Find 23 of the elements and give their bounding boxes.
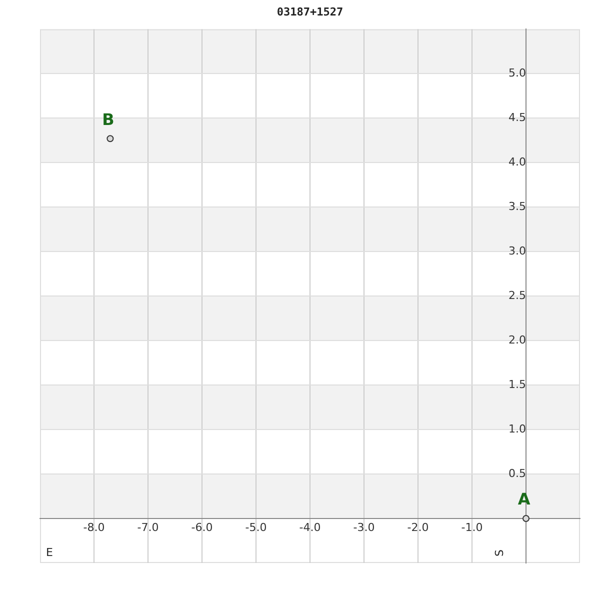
annotation: B	[102, 110, 114, 129]
y-tick-label: 0.5	[508, 466, 526, 480]
x-tick-label: -5.0	[245, 520, 267, 534]
y-tick-label: 3.5	[508, 200, 526, 213]
annotation: E	[46, 546, 53, 559]
x-tick-label: -1.0	[461, 520, 483, 534]
y-tick-label: 4.0	[508, 156, 526, 169]
annotation: A	[518, 490, 531, 509]
x-tick-label: -2.0	[407, 520, 429, 534]
y-tick-label: 2.5	[508, 288, 526, 302]
y-tick-label: 4.5	[508, 111, 526, 124]
y-tick-label: 5.0	[508, 66, 526, 80]
x-tick-label: -4.0	[299, 520, 321, 534]
y-tick-label: 3.0	[508, 244, 526, 258]
y-tick-label: 2.0	[508, 333, 526, 346]
y-tick-label: 1.0	[508, 422, 526, 436]
x-tick-label: -6.0	[191, 520, 213, 534]
y-tick-label: 1.5	[508, 378, 526, 391]
x-tick-label: -8.0	[83, 520, 105, 534]
x-tick-label: -3.0	[353, 520, 375, 534]
annotation: S	[492, 549, 506, 556]
chart-title: 03187+1527	[276, 5, 344, 18]
x-tick-label: -7.0	[137, 520, 159, 534]
